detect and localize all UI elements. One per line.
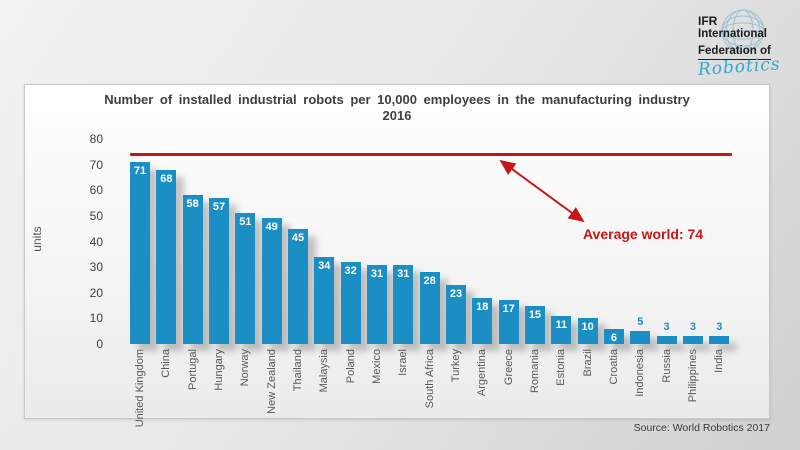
bar-poland bbox=[340, 262, 361, 344]
bar-israel bbox=[393, 264, 414, 344]
x-axis-label: Turkey bbox=[449, 349, 462, 383]
bar-value-label: 23 bbox=[449, 288, 463, 301]
bar-value-label: 45 bbox=[291, 231, 305, 244]
logo-text-international: International bbox=[698, 28, 768, 40]
bar-thailand bbox=[287, 228, 308, 344]
x-axis-label: Israel bbox=[397, 349, 410, 376]
bar-india bbox=[709, 336, 730, 344]
bar-value-label: 57 bbox=[212, 200, 226, 213]
y-tick-label: 20 bbox=[89, 285, 103, 300]
bar-brazil bbox=[577, 318, 598, 344]
bar-value-label: 11 bbox=[555, 318, 568, 331]
bar-estonia bbox=[551, 315, 572, 344]
bar-greece bbox=[498, 300, 519, 344]
bar-russia bbox=[656, 336, 677, 344]
bar-mexico bbox=[366, 264, 387, 344]
x-axis-label: Russia bbox=[660, 349, 673, 383]
bar-malaysia bbox=[314, 256, 335, 344]
logo-text-federation: Federation of bbox=[698, 45, 771, 60]
average-world-line bbox=[130, 152, 732, 156]
bar-value-label: 5 bbox=[637, 316, 644, 329]
bar-norway bbox=[235, 213, 256, 344]
bar-value-label: 6 bbox=[610, 331, 617, 344]
y-tick-label: 80 bbox=[89, 132, 103, 146]
bar-value-label: 3 bbox=[716, 321, 723, 334]
bar-united-kingdom bbox=[130, 162, 150, 344]
x-axis-label: Malaysia bbox=[318, 349, 331, 393]
x-axis-label: Norway bbox=[239, 349, 252, 387]
logo-text-ifr: IFR bbox=[698, 14, 718, 28]
x-axis-label: Hungary bbox=[212, 349, 225, 391]
bar-value-label: 15 bbox=[528, 308, 542, 321]
chart-panel: Number of installed industrial robots pe… bbox=[24, 84, 770, 427]
average-world-label: Average world: 74 bbox=[582, 226, 704, 242]
bar-china bbox=[156, 169, 177, 344]
x-axis-label: New Zealand bbox=[265, 349, 278, 414]
y-tick-label: 60 bbox=[89, 183, 103, 198]
x-axis-label: China bbox=[160, 349, 173, 378]
x-axis-label: Estonia bbox=[555, 349, 568, 386]
bar-value-label: 31 bbox=[370, 267, 384, 280]
x-axis-label: Greece bbox=[502, 349, 515, 386]
bar-portugal bbox=[182, 195, 203, 344]
y-tick-label: 30 bbox=[89, 260, 103, 275]
bar-value-label: 28 bbox=[423, 275, 436, 288]
bar-value-label: 10 bbox=[581, 321, 594, 334]
globe-icon bbox=[721, 9, 765, 53]
bar-value-label: 31 bbox=[397, 267, 410, 280]
bar-value-label: 68 bbox=[160, 172, 173, 185]
x-axis-label: Mexico bbox=[370, 349, 383, 384]
bar-south-africa bbox=[419, 272, 440, 344]
source-note: Source: World Robotics 2017 bbox=[633, 422, 770, 434]
y-tick-label: 70 bbox=[89, 157, 103, 172]
bar-philippines bbox=[682, 336, 703, 344]
bar-value-label: 58 bbox=[186, 198, 199, 211]
plot-area: Average world: 74 0 10 20 30 40 50 60 70 80 71 Uni… bbox=[25, 85, 769, 427]
x-axis-label: Philippines bbox=[686, 349, 699, 403]
bar-romania bbox=[524, 305, 545, 344]
x-axis-label: South Africa bbox=[423, 349, 436, 409]
bar-hungary bbox=[208, 197, 229, 344]
x-axis-label: Indonesia bbox=[634, 349, 647, 397]
bar-new-zealand bbox=[261, 218, 282, 344]
y-tick-label: 50 bbox=[89, 208, 103, 223]
x-axis-label: Portugal bbox=[186, 349, 199, 390]
x-axis-label: Romania bbox=[528, 349, 541, 394]
x-axis-label: Poland bbox=[344, 349, 357, 384]
ifr-logo: IFR International Federation of Robotics bbox=[697, 9, 798, 80]
bar-value-label: 32 bbox=[344, 265, 357, 277]
bar-value-label: 3 bbox=[663, 321, 670, 334]
x-axis-label: Croatia bbox=[607, 349, 620, 385]
bar-argentina bbox=[472, 297, 493, 344]
bar-value-label: 71 bbox=[133, 165, 147, 178]
bar-value-label: 17 bbox=[502, 303, 515, 316]
bar-value-label: 3 bbox=[689, 321, 696, 334]
x-axis-label: United Kingdom bbox=[134, 349, 146, 428]
bar-croatia bbox=[603, 328, 624, 344]
x-axis-label: India bbox=[713, 349, 726, 373]
bar-value-label: 49 bbox=[265, 221, 278, 234]
x-axis-label: Thailand bbox=[291, 349, 304, 392]
bar-indonesia bbox=[630, 331, 651, 344]
x-axis-label: Brazil bbox=[581, 349, 594, 377]
y-tick-label: 0 bbox=[96, 337, 103, 351]
y-tick-label: 10 bbox=[89, 311, 103, 326]
bar-value-label: 51 bbox=[239, 216, 252, 229]
bar-value-label: 18 bbox=[476, 300, 489, 313]
y-tick-label: 40 bbox=[89, 234, 103, 249]
bar-turkey bbox=[445, 285, 466, 344]
chart-title: Number of installed industrial robots pe… bbox=[104, 92, 690, 123]
bar-value-label: 34 bbox=[318, 259, 331, 272]
x-axis-label: Argentina bbox=[476, 349, 489, 397]
